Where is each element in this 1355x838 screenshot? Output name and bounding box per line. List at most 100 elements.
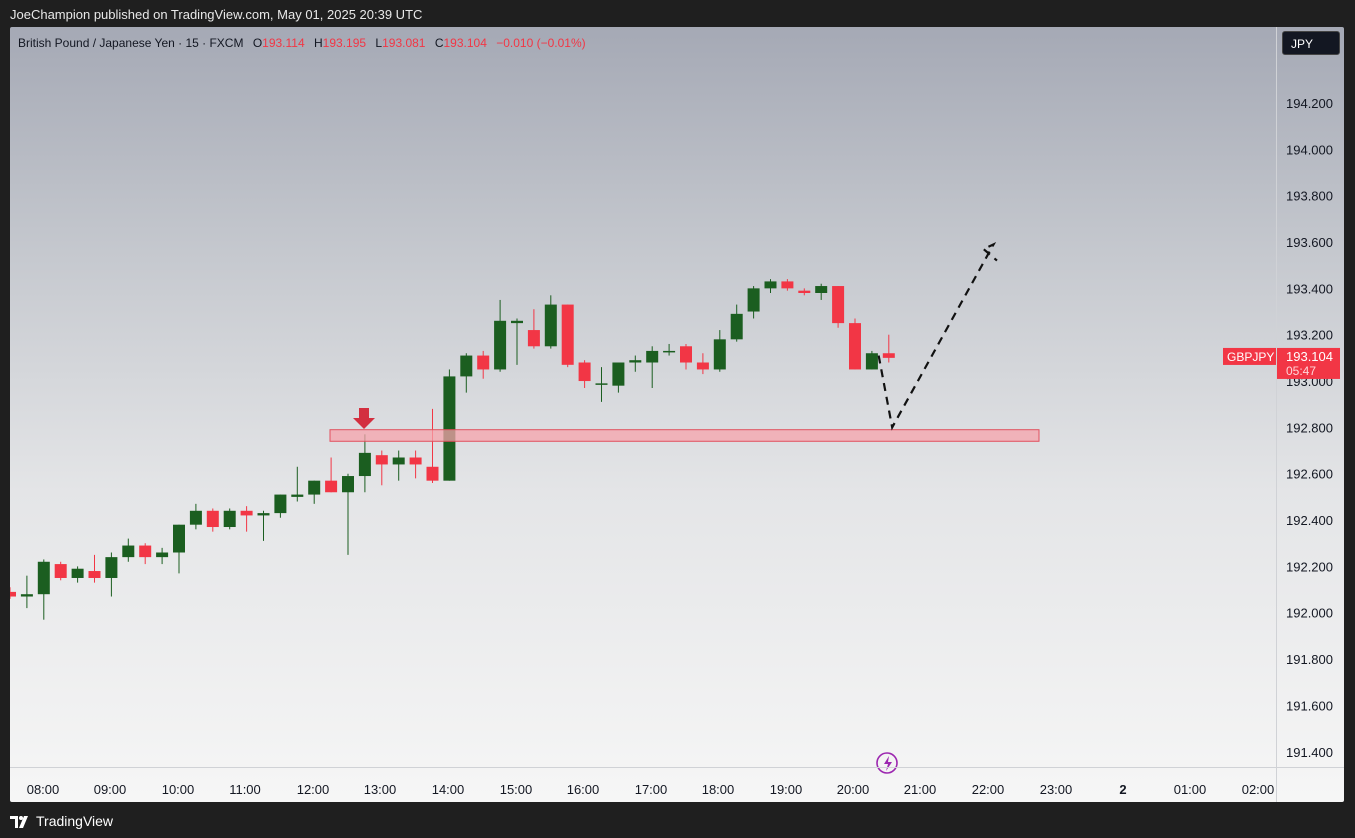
candle-body: [629, 360, 642, 363]
lightning-glyph: [884, 756, 892, 771]
candle: [206, 508, 219, 532]
time-tick-label: 21:00: [904, 782, 937, 797]
price-tick-label: 191.400: [1286, 745, 1333, 760]
candle: [291, 466, 304, 502]
candle-body: [544, 304, 557, 347]
price-scale-border: [1276, 27, 1277, 802]
candle-body: [71, 568, 84, 578]
price-axis: 194.200 194.000 193.800 193.600 193.400 193.2…: [1223, 96, 1340, 760]
candle: [747, 286, 760, 319]
candle: [189, 503, 202, 530]
candle-body: [561, 304, 574, 365]
candle-body: [832, 286, 845, 324]
candle-body: [764, 281, 777, 289]
candle-body: [240, 510, 253, 516]
candle-body: [882, 353, 895, 358]
candle: [156, 547, 169, 565]
candle-body: [798, 290, 811, 293]
candle: [764, 279, 777, 293]
candle-body: [325, 480, 338, 493]
candle-body: [646, 350, 659, 363]
publisher-line: JoeChampion published on TradingView.com…: [10, 7, 423, 22]
chart-frame[interactable]: 194.200 194.000 193.800 193.600 193.400 193.2…: [10, 27, 1344, 802]
price-tick-label: 191.800: [1286, 652, 1333, 667]
candle: [781, 279, 794, 291]
symbol-title: British Pound / Japanese Yen · 15 · FXCM: [18, 36, 244, 50]
candle-body: [274, 494, 287, 514]
candle: [595, 367, 608, 402]
candle: [240, 506, 253, 532]
candle: [409, 450, 422, 479]
candle-body: [527, 330, 540, 347]
open-label: O: [252, 36, 263, 50]
candle: [325, 457, 338, 493]
footer-brand[interactable]: TradingView: [10, 813, 113, 829]
time-tick-label: 01:00: [1174, 782, 1207, 797]
candle: [561, 304, 574, 368]
candle: [308, 480, 321, 504]
candle-body: [223, 510, 236, 528]
low-label: L: [375, 36, 383, 50]
candle-body: [409, 457, 422, 465]
price-tick-label: 193.400: [1286, 281, 1333, 296]
time-scale-border: [10, 767, 1344, 768]
candle: [578, 360, 591, 388]
footer-brand-text: TradingView: [36, 813, 114, 829]
candle-body: [747, 288, 760, 312]
candle: [882, 334, 895, 363]
candle-body: [460, 355, 473, 377]
time-tick-label: 20:00: [837, 782, 870, 797]
candle: [696, 353, 709, 375]
time-tick-label: 23:00: [1040, 782, 1073, 797]
time-tick-label: 2: [1119, 782, 1126, 797]
candle: [37, 559, 50, 620]
candle-body: [156, 552, 169, 558]
candle: [494, 299, 507, 372]
candle-body: [139, 545, 152, 558]
currency-button[interactable]: JPY: [1282, 31, 1340, 55]
candle: [629, 355, 642, 372]
candle-body: [696, 362, 709, 370]
price-tick-label: 192.200: [1286, 559, 1333, 574]
candle-body: [105, 557, 118, 578]
candle-body: [815, 286, 828, 293]
candle: [426, 408, 439, 483]
candle-body: [494, 320, 507, 370]
candle-body: [443, 376, 456, 481]
change-value: −0.010 (−0.01%): [496, 36, 586, 50]
price-tick-label: 192.000: [1286, 606, 1333, 621]
candle-body: [730, 313, 743, 340]
candle-body: [10, 591, 16, 597]
candle: [815, 283, 828, 300]
candle: [392, 450, 405, 481]
candle: [477, 350, 490, 379]
lightning-icon: [876, 752, 898, 774]
candle: [342, 473, 354, 555]
candle-body: [189, 510, 202, 525]
candle: [443, 369, 456, 481]
low-value: 193.081: [382, 36, 426, 50]
projection-path: [877, 241, 998, 431]
price-tick-label: 192.400: [1286, 513, 1333, 528]
candle-body: [54, 564, 67, 578]
candle-body: [392, 457, 405, 465]
price-tick-label: 192.800: [1286, 420, 1333, 435]
candle-body: [578, 362, 591, 382]
candle: [663, 343, 676, 356]
time-tick-label: 18:00: [702, 782, 735, 797]
countdown-label: 05:47: [1286, 364, 1316, 378]
candle: [798, 288, 811, 296]
price-chart[interactable]: 194.200 194.000 193.800 193.600 193.400 193.2…: [10, 27, 1344, 802]
candle: [730, 304, 743, 342]
symbol-tag-label: GBPJPY: [1227, 350, 1274, 364]
candle: [10, 587, 16, 599]
time-tick-label: 11:00: [229, 782, 261, 797]
candle: [71, 566, 84, 583]
price-tick-label: 193.600: [1286, 235, 1333, 250]
candle: [612, 362, 625, 393]
candle: [713, 330, 726, 372]
candle-body: [122, 545, 135, 558]
close-value: 193.104: [443, 36, 487, 50]
candle: [544, 295, 557, 349]
candle: [122, 538, 135, 562]
